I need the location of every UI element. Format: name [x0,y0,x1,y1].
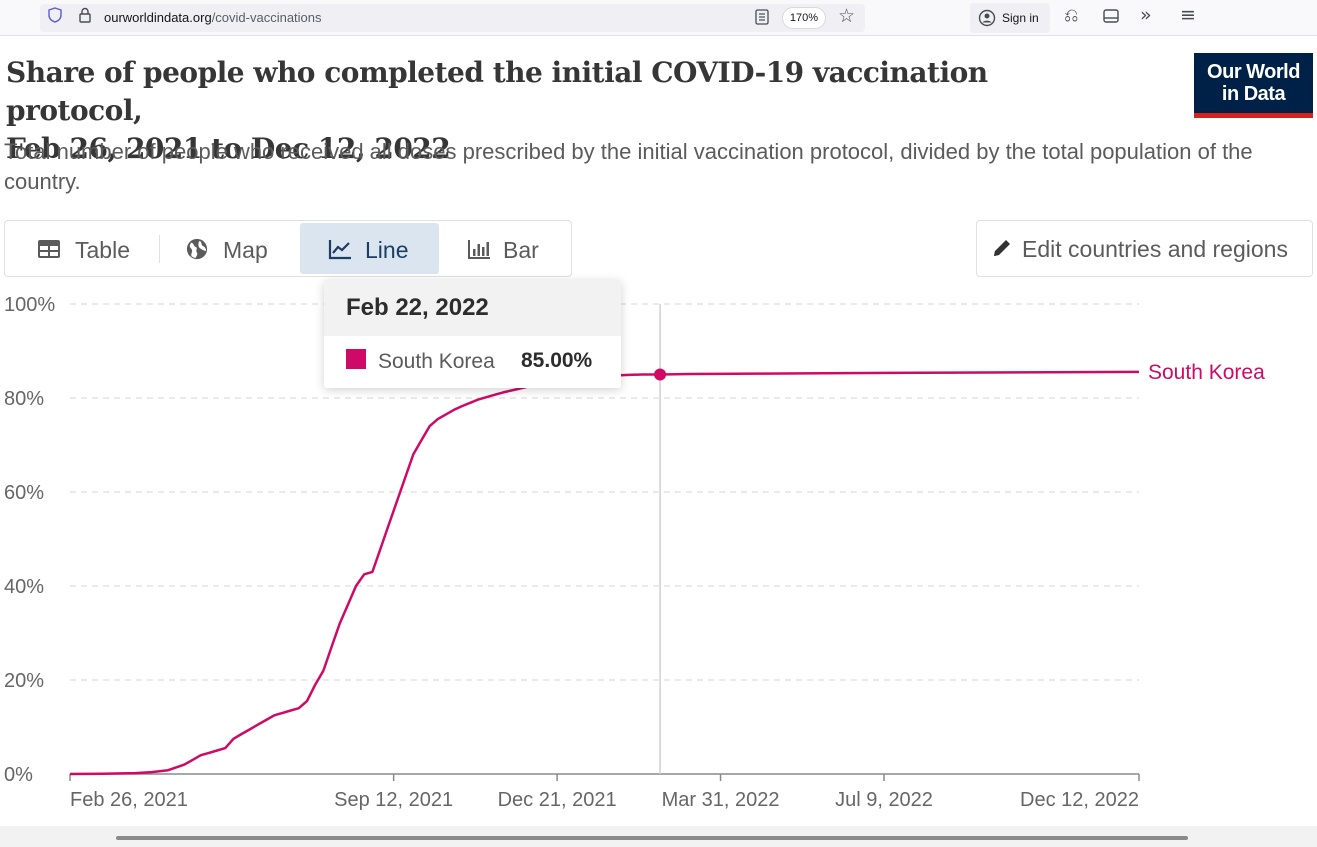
browser-toolbar: ourworldindata.org/covid-vaccinations 17… [0,0,1317,36]
lock-icon[interactable] [78,7,92,23]
tab-bar[interactable]: Bar [445,223,570,274]
tooltip-header: Feb 22, 2022 [324,280,621,336]
account-icon [978,9,996,27]
y-tick-label: 0% [4,764,33,786]
tooltip-date: Feb 22, 2022 [346,294,489,321]
chart-subtitle: Total number of people who received all … [4,139,1253,194]
address-bar[interactable] [40,4,865,32]
sign-in-label: Sign in [1002,11,1039,25]
tab-divider [159,235,160,263]
chart-grid [70,303,1139,681]
y-tick-label: 40% [4,576,44,598]
table-icon [38,240,60,258]
logo-line-2: in Data [1221,83,1286,105]
x-axis: Feb 26, 2021 Sep 12, 2021 Dec 21, 2021 Mar … [69,773,1140,811]
shield-icon[interactable] [48,7,62,23]
edit-countries-button[interactable]: Edit countries and regions [976,220,1313,277]
y-tick-label: 100% [4,294,55,316]
sidebar-icon[interactable] [1102,7,1120,25]
tab-table[interactable]: Table [9,223,159,274]
line-chart[interactable]: 0% 20% 40% 60% 80% 100% Feb 26, 2021 Sep 12, 2… [0,285,1317,825]
zoom-level-badge[interactable]: 170% [782,7,826,29]
x-tick-label: Jul 9, 2022 [835,789,933,811]
x-tick-label: Sep 12, 2021 [334,789,453,811]
edit-countries-label: Edit countries and regions [1022,236,1288,262]
y-axis-ticks: 0% 20% 40% 60% 80% 100% [4,294,55,786]
tab-bar-label: Bar [503,237,539,263]
overflow-icon[interactable]: » [1140,4,1152,26]
logo-line-1: Our World [1207,61,1300,83]
sign-in-button[interactable]: Sign in [970,3,1050,33]
tab-table-label: Table [75,237,130,263]
reader-mode-icon[interactable] [754,8,770,26]
chart-title-line-2: Feb 26, 2021 to Dec 12, 2022 [6,132,451,165]
tooltip: Feb 22, 2022 South Korea 85.00% [324,280,621,388]
owid-logo[interactable]: Our World in Data [1194,53,1313,118]
url-host: ourworldindata.org [104,10,212,25]
tab-map-label: Map [223,237,268,263]
x-tick-label: Mar 31, 2022 [662,789,780,811]
chart-title: Share of people who completed the initia… [6,54,1126,168]
pencil-icon [994,240,1010,256]
url-text[interactable]: ourworldindata.org/covid-vaccinations [104,10,322,25]
tooltip-entity: South Korea [378,350,495,373]
chart-type-tabs: Table Map Line Bar [4,220,572,277]
series-line-south-korea[interactable] [69,370,1140,776]
tooltip-color-swatch [346,349,366,369]
menu-icon[interactable]: ≡ [1180,4,1196,26]
horizontal-scrollbar-thumb[interactable] [116,836,1188,840]
series-label-south-korea[interactable]: South Korea [1148,361,1265,384]
tooltip-value: 85.00% [521,349,593,372]
chart-title-line-1: Share of people who completed the initia… [6,56,988,127]
y-tick-label: 80% [4,388,44,410]
star-icon[interactable]: ☆ [838,5,856,27]
hover-point[interactable] [654,368,667,381]
x-tick-label: Feb 26, 2021 [70,789,188,811]
tab-line-label: Line [365,237,409,263]
globe-icon [186,238,208,260]
tab-line[interactable]: Line [300,223,439,274]
x-tick-label: Dec 21, 2021 [498,789,617,811]
url-path: /covid-vaccinations [211,10,322,25]
x-tick-label: Dec 12, 2022 [1020,789,1139,811]
extensions-icon[interactable]: ⎌ [1064,5,1079,26]
line-chart-icon [328,240,351,260]
tab-map[interactable]: Map [165,223,300,274]
y-tick-label: 60% [4,482,44,504]
y-tick-label: 20% [4,670,44,692]
bar-chart-icon [468,240,490,259]
